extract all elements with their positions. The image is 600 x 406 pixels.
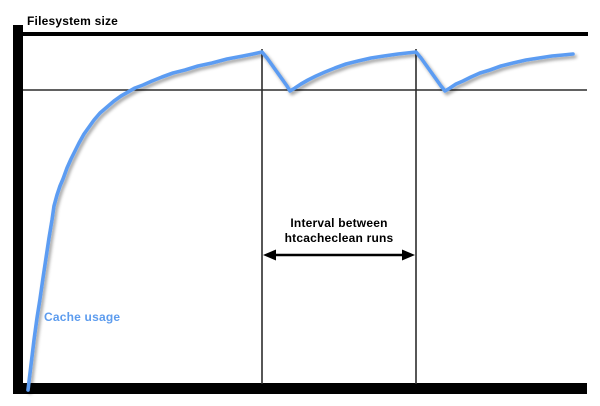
cache-usage-label: Cache usage: [44, 310, 121, 324]
interval-arrow: [263, 249, 415, 261]
interval-label-line1: Interval between: [290, 216, 388, 230]
y-axis: [13, 25, 23, 394]
interval-arrow-head-right: [402, 249, 415, 261]
cache-usage-curve: [26, 50, 575, 392]
interval-label-line2: htcacheclean runs: [284, 231, 394, 245]
interval-arrow-head-left: [263, 249, 276, 261]
interval-label: Interval between htcacheclean runs: [262, 216, 416, 246]
x-axis: [13, 383, 587, 394]
filesystem-size-label: Filesystem size: [27, 14, 119, 28]
